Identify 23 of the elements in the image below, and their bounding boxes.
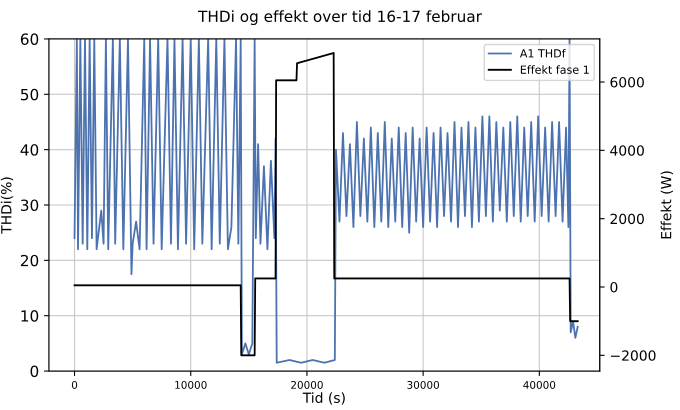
y-axis-title: THDi(%) [0, 177, 14, 234]
y-tick-label: 20 [20, 254, 38, 266]
y2-tick-label: −2000 [610, 350, 656, 361]
legend-label: Effekt fase 1 [520, 65, 589, 74]
x-tick-label: 10000 [175, 380, 207, 389]
x-tick-label: 0 [72, 380, 78, 389]
y-tick-label: 40 [20, 144, 38, 156]
y2-tick-label: 6000 [610, 76, 644, 88]
y2-tick-label: 2000 [610, 214, 644, 224]
x-tick-label: 40000 [523, 380, 556, 389]
y-tick-label: 10 [21, 310, 38, 322]
y2-axis-title: Effekt (W) [660, 171, 674, 238]
y-tick-label: 0 [30, 366, 38, 378]
y-tick-label: 30 [20, 199, 38, 212]
y2-tick-label: 0 [610, 282, 618, 292]
legend-label: A1 THDf [520, 48, 566, 58]
x-tick-label: 20000 [291, 380, 323, 389]
y-tick-label: 60 [20, 33, 38, 45]
x-axis-title: Tid (s) [302, 392, 345, 405]
chart-title: THDi og effekt over tid 16-17 februar [198, 10, 482, 26]
y-tick-label: 50 [20, 88, 38, 100]
y2-tick-label: 4000 [610, 145, 644, 156]
x-tick-label: 30000 [407, 380, 440, 389]
